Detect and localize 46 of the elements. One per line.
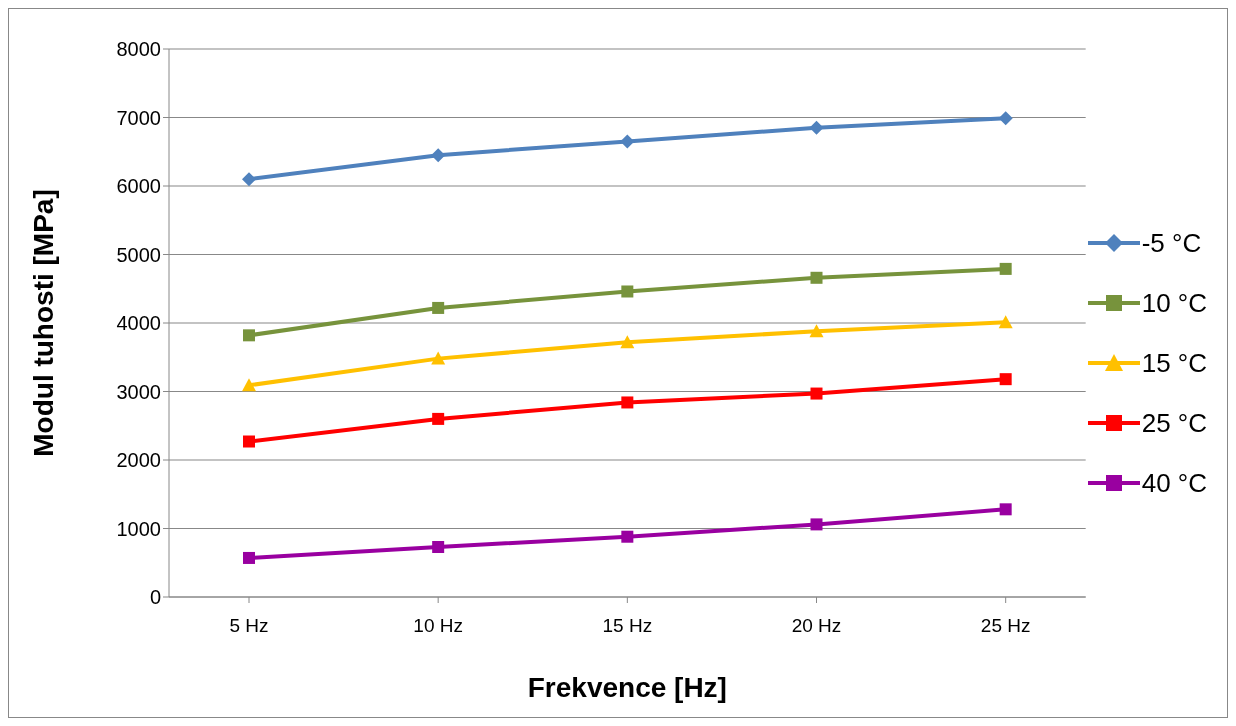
point bbox=[431, 148, 446, 163]
point bbox=[431, 351, 446, 365]
point bbox=[809, 120, 824, 135]
point bbox=[242, 378, 256, 392]
point bbox=[810, 271, 823, 284]
point bbox=[810, 387, 823, 400]
point bbox=[621, 396, 634, 409]
point bbox=[243, 551, 255, 564]
y-tick-label: 3000 bbox=[116, 380, 161, 403]
y-tick-label: 2000 bbox=[116, 449, 161, 472]
y-tick-label: 5000 bbox=[116, 243, 161, 266]
y-tick-label: 7000 bbox=[116, 106, 161, 129]
point bbox=[999, 262, 1012, 275]
point bbox=[621, 530, 634, 543]
y-tick-label: 8000 bbox=[116, 38, 161, 61]
point bbox=[620, 335, 635, 349]
point bbox=[432, 541, 445, 553]
y-tick-label: 1000 bbox=[116, 517, 161, 540]
point bbox=[999, 373, 1012, 386]
legend-label: 40 °C bbox=[1141, 467, 1207, 499]
x-tick-label: 5 Hz bbox=[229, 615, 269, 637]
x-axis-title: Frekvence [Hz] bbox=[527, 672, 727, 703]
point bbox=[999, 503, 1012, 516]
point bbox=[243, 329, 255, 342]
x-tick-label: 20 Hz bbox=[791, 615, 842, 637]
legend-label: 15 °C bbox=[1141, 347, 1207, 379]
y-tick-label: 0 bbox=[149, 586, 161, 609]
y-tick-label: 4000 bbox=[116, 312, 161, 335]
point bbox=[242, 172, 256, 187]
y-axis-title: Modul tuhosti [MPa] bbox=[27, 189, 59, 457]
point bbox=[998, 111, 1013, 126]
point bbox=[621, 285, 634, 298]
legend-label: 10 °C bbox=[1141, 287, 1207, 319]
x-tick-label: 25 Hz bbox=[980, 615, 1031, 637]
point bbox=[809, 324, 824, 338]
legend-label: -5 °C bbox=[1141, 227, 1202, 259]
point bbox=[432, 412, 445, 425]
legend-label: 25 °C bbox=[1141, 407, 1207, 439]
point bbox=[432, 301, 445, 314]
point bbox=[243, 435, 255, 448]
y-tick-label: 6000 bbox=[116, 175, 161, 198]
point bbox=[810, 518, 823, 531]
x-tick-label: 15 Hz bbox=[602, 615, 653, 637]
x-tick-label: 10 Hz bbox=[413, 615, 463, 637]
point bbox=[620, 134, 635, 149]
point bbox=[998, 315, 1013, 329]
